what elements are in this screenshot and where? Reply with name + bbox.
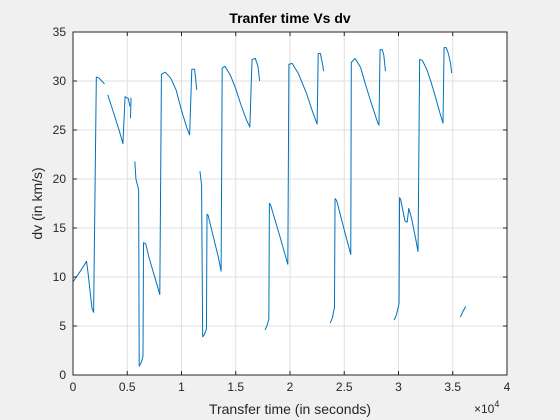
series-line-segment: [199, 57, 261, 338]
x-tick-label: 2.5: [336, 380, 353, 394]
x-tick-label: 1: [178, 380, 185, 394]
series-line-segment: [459, 306, 467, 318]
x-axis-label: Transfer time (in seconds): [209, 401, 371, 417]
y-tick-label: 10: [53, 270, 67, 284]
series-line-segment: [107, 94, 131, 145]
x-tick-label: 0.5: [119, 380, 136, 394]
x-tick-label: 0: [70, 380, 77, 394]
x-axis-exponent-power: 4: [494, 399, 499, 409]
series-line-segment: [393, 47, 453, 321]
y-tick-label: 35: [53, 25, 67, 39]
y-tick-label: 20: [53, 172, 67, 186]
x-tick-label: 3: [395, 380, 402, 394]
x-axis-exponent-base: ×10: [474, 402, 495, 416]
tick-group: 0 0.5 1 1.5 2 2.5 3 3.5 4 0 5 10 15 20 25 30 35: [53, 25, 511, 394]
series-line-segment: [72, 76, 105, 313]
x-axis-exponent: ×104: [474, 399, 499, 416]
x-tick-label: 4: [504, 380, 511, 394]
y-tick-label: 5: [59, 319, 66, 333]
series-group: [72, 47, 467, 367]
x-tick-label: 3.5: [444, 380, 461, 394]
x-tick-label: 1.5: [227, 380, 244, 394]
y-axis-label: dv (in km/s): [29, 167, 45, 239]
series-line-segment: [130, 97, 132, 119]
series-line-segment: [134, 68, 198, 367]
y-tick-label: 0: [59, 368, 66, 382]
x-tick-label: 2: [287, 380, 294, 394]
y-tick-label: 30: [53, 74, 67, 88]
series-line-segment: [264, 53, 325, 331]
series-line-segment: [329, 49, 386, 324]
chart-title: Tranfer time Vs dv: [229, 10, 351, 26]
y-tick-label: 25: [53, 123, 67, 137]
y-tick-label: 15: [53, 221, 67, 235]
